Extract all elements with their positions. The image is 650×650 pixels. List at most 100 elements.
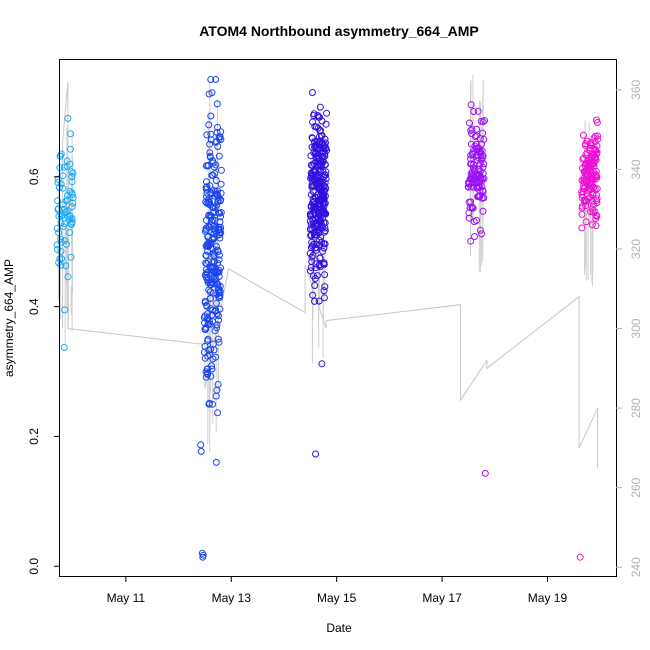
- data-point: [55, 212, 63, 220]
- data-point: [69, 169, 77, 177]
- right-axis-line-series: [57, 74, 599, 468]
- data-point: [312, 174, 320, 182]
- data-point: [66, 229, 74, 236]
- data-point: [593, 191, 600, 199]
- data-point: [309, 219, 317, 227]
- y-tick-label: 0.0: [27, 558, 41, 575]
- data-point: [64, 114, 72, 122]
- data-point: [209, 263, 217, 271]
- data-point: [592, 222, 600, 230]
- data-point: [214, 143, 222, 150]
- data-point: [309, 183, 317, 191]
- data-point: [464, 183, 472, 191]
- data-point-outlier: [64, 273, 72, 281]
- data-point: [478, 230, 485, 238]
- x-tick-label: May 19: [528, 591, 568, 605]
- data-point: [205, 400, 213, 408]
- data-point: [212, 76, 220, 83]
- data-point: [204, 335, 212, 343]
- data-point: [582, 140, 590, 148]
- data-point: [469, 171, 476, 179]
- data-point: [214, 248, 222, 256]
- y-axis: 0.0 0.2 0.4 0.6: [27, 168, 60, 575]
- data-point: [68, 189, 76, 197]
- data-point: [467, 155, 475, 163]
- data-point: [207, 281, 215, 289]
- data-point: [311, 297, 318, 305]
- data-point: [202, 162, 210, 170]
- data-point-outlier: [199, 551, 207, 559]
- data-point: [213, 386, 221, 394]
- data-point-outlier: [197, 441, 205, 449]
- data-point: [203, 302, 211, 310]
- data-point: [208, 365, 216, 373]
- data-point: [580, 182, 588, 190]
- data-point: [593, 173, 601, 181]
- right-y-tick-label: 360: [629, 80, 643, 100]
- data-point: [62, 197, 70, 205]
- y-tick-label: 0.6: [27, 168, 41, 185]
- x-tick-label: May 17: [422, 591, 462, 605]
- data-point: [213, 321, 221, 329]
- data-point: [217, 213, 224, 221]
- data-point: [478, 140, 486, 148]
- data-point: [204, 223, 212, 231]
- data-point: [307, 267, 314, 275]
- data-point: [586, 161, 594, 169]
- data-point: [67, 130, 75, 138]
- data-point: [58, 212, 66, 219]
- data-point: [212, 177, 220, 184]
- data-point: [205, 90, 213, 98]
- x-tick-label: May 13: [212, 591, 252, 605]
- data-point: [205, 317, 213, 325]
- data-point: [203, 370, 211, 377]
- data-point: [307, 152, 315, 160]
- data-point: [68, 173, 76, 181]
- data-point: [476, 187, 484, 195]
- data-point: [56, 152, 64, 160]
- data-point: [206, 140, 214, 148]
- data-point: [206, 294, 214, 302]
- data-point: [481, 117, 489, 124]
- data-point: [467, 160, 475, 168]
- data-point: [320, 219, 328, 227]
- data-point: [469, 204, 477, 212]
- data-point: [479, 118, 487, 126]
- data-point: [68, 168, 76, 176]
- data-point: [316, 113, 323, 121]
- data-point: [206, 288, 214, 296]
- data-point: [317, 162, 325, 170]
- data-point: [202, 259, 210, 267]
- chart-title: ATOM4 Northbound asymmetry_664_AMP: [199, 23, 479, 39]
- data-point: [320, 142, 328, 150]
- data-point: [319, 199, 327, 207]
- data-point: [54, 246, 61, 253]
- data-point: [311, 209, 318, 217]
- data-point: [313, 138, 321, 145]
- data-point: [217, 180, 225, 188]
- data-point: [212, 275, 220, 283]
- plot-frame: [59, 59, 617, 577]
- data-point: [319, 247, 327, 255]
- data-point: [319, 192, 327, 200]
- data-point: [215, 256, 223, 264]
- data-point: [473, 217, 480, 224]
- data-point: [319, 157, 327, 165]
- data-point: [308, 231, 315, 239]
- data-point: [57, 180, 65, 188]
- data-point: [471, 167, 479, 175]
- data-point: [62, 262, 70, 270]
- data-point: [67, 253, 75, 261]
- data-point: [579, 155, 587, 163]
- data-point: [317, 188, 325, 196]
- data-point: [468, 125, 476, 133]
- data-point: [468, 130, 476, 138]
- data-point: [217, 166, 225, 174]
- data-point: [588, 197, 596, 205]
- data-point: [54, 206, 62, 213]
- data-point: [211, 163, 218, 171]
- data-point: [209, 245, 217, 253]
- data-point: [593, 199, 601, 207]
- data-point: [465, 209, 473, 217]
- data-point: [476, 176, 484, 184]
